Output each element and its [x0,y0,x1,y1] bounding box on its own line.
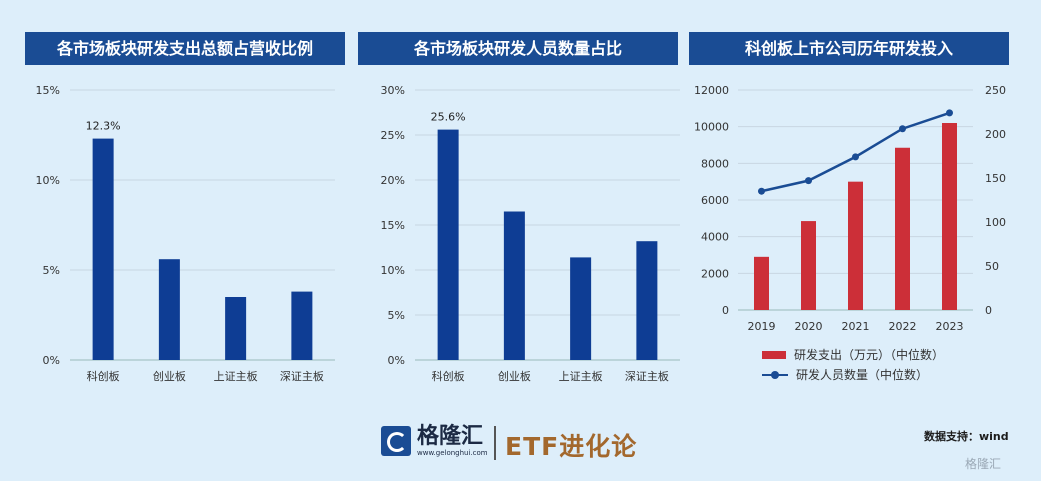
chart3-bar-2020 [801,221,816,310]
chart1-ytick-label: 5% [43,264,60,277]
footer-divider [494,426,496,460]
chart3-ytick-left-label: 2000 [701,267,729,280]
legend-item-rd-staff: 研发人员数量（中位数） [762,366,928,383]
chart1-rd-expense-ratio: 0% 5% 10% 15% 科创板 12.3% 创业板 上证主板 深证主板 [36,84,335,383]
chart1-title: 各市场板块研发支出总额占营收比例 [25,32,345,65]
chart2-bar-1 [437,129,459,360]
chart3-ytick-right-label: 150 [985,172,1006,185]
logo-text: 格隆汇 [417,424,484,449]
chart3-line-point-2023 [946,109,953,117]
chart3-xtick-label: 2020 [795,320,823,333]
chart1-bar-4 [291,291,313,360]
chart3-ytick-right-label: 250 [985,84,1006,97]
chart2-ytick-label: 0% [388,354,405,367]
chart1-bar-1 [92,138,114,360]
chart3-line-rd-staff [761,111,950,193]
legend-label-rd-expense: 研发支出（万元）（中位数） [794,348,945,362]
chart2-ytick-label: 15% [381,219,405,232]
chart3-ytick-right-label: 200 [985,128,1006,141]
chart3-line-point-2021 [852,153,859,161]
watermark: 格隆汇 [965,457,1002,471]
chart3-line-point-2022 [899,125,906,133]
chart1-bar-2 [158,259,180,360]
chart3-bar-2023 [942,123,957,310]
chart3-xtick-label: 2021 [842,320,870,333]
chart3-ytick-left-label: 8000 [701,157,729,170]
chart2-ytick-label: 10% [381,264,405,277]
chart2-xtick-label: 创业板 [498,369,531,383]
chart3-xtick-label: 2019 [748,320,776,333]
chart3-xtick-label: 2022 [889,320,917,333]
chart3-ytick-left-label: 4000 [701,231,729,244]
chart2-ytick-label: 25% [381,129,405,142]
chart3-title: 科创板上市公司历年研发投入 [689,32,1009,65]
chart2-bar-4 [636,241,658,360]
chart2-xtick-label: 深证主板 [625,369,669,383]
chart2-rd-staff-ratio: 0% 5% 10% 15% 20% 25% 30% 科创板 25.6% 创业板 上证主板 深证主板 [381,84,680,383]
chart2-ytick-label: 20% [381,174,405,187]
chart2-ytick-label: 30% [381,84,405,97]
chart3-star-market-rd: 0 2000 4000 6000 8000 10000 12000 0 50 100 150 200 2… [694,84,1006,333]
legend-item-rd-expense: 研发支出（万元）（中位数） [762,346,944,363]
gelonghui-logo-icon [381,426,411,456]
chart3-bar-2022 [895,147,910,310]
chart2-bar-2 [503,211,525,360]
chart3-line-point-2019 [758,187,765,195]
legend-line-swatch [762,370,788,380]
chart1-ytick-label: 15% [36,84,60,97]
chart2-xtick-label: 科创板 [432,369,465,383]
chart1-xtick-label: 创业板 [153,369,186,383]
chart2-data-label: 25.6% [431,111,466,124]
chart1-xtick-label: 上证主板 [214,369,258,383]
chart3-ytick-right-label: 100 [985,216,1006,229]
chart3-bar-2019 [754,256,769,310]
chart3-ytick-left-label: 10000 [694,121,729,134]
chart3-ytick-left-label: 6000 [701,194,729,207]
chart2-xtick-label: 上证主板 [559,369,603,383]
data-source: 数据支持：wind [924,430,1009,443]
gelonghui-logo: 格隆汇 www.gelonghui.com [381,425,488,457]
logo-url: www.gelonghui.com [417,449,488,457]
chart3-bar-2021 [848,181,863,310]
chart2-bar-3 [570,257,592,360]
chart3-ytick-right-label: 50 [985,260,999,273]
chart1-xtick-label: 科创板 [87,369,120,383]
chart1-bar-3 [225,297,247,360]
legend-bar-swatch [762,350,786,359]
chart1-ytick-label: 10% [36,174,60,187]
chart3-ytick-left-label: 0 [722,304,729,317]
chart3-xtick-label: 2023 [936,320,964,333]
chart1-xtick-label: 深证主板 [280,369,324,383]
chart1-ytick-label: 0% [43,354,60,367]
chart3-ytick-right-label: 0 [985,304,992,317]
chart1-data-label: 12.3% [86,120,121,133]
chart3-line-point-2020 [805,177,812,185]
brand-etf: ETF进化论 [505,432,638,461]
legend-label-rd-staff: 研发人员数量（中位数） [796,368,929,382]
chart2-title: 各市场板块研发人员数量占比 [358,32,678,65]
chart3-ytick-left-label: 12000 [694,84,729,97]
chart2-ytick-label: 5% [388,309,405,322]
